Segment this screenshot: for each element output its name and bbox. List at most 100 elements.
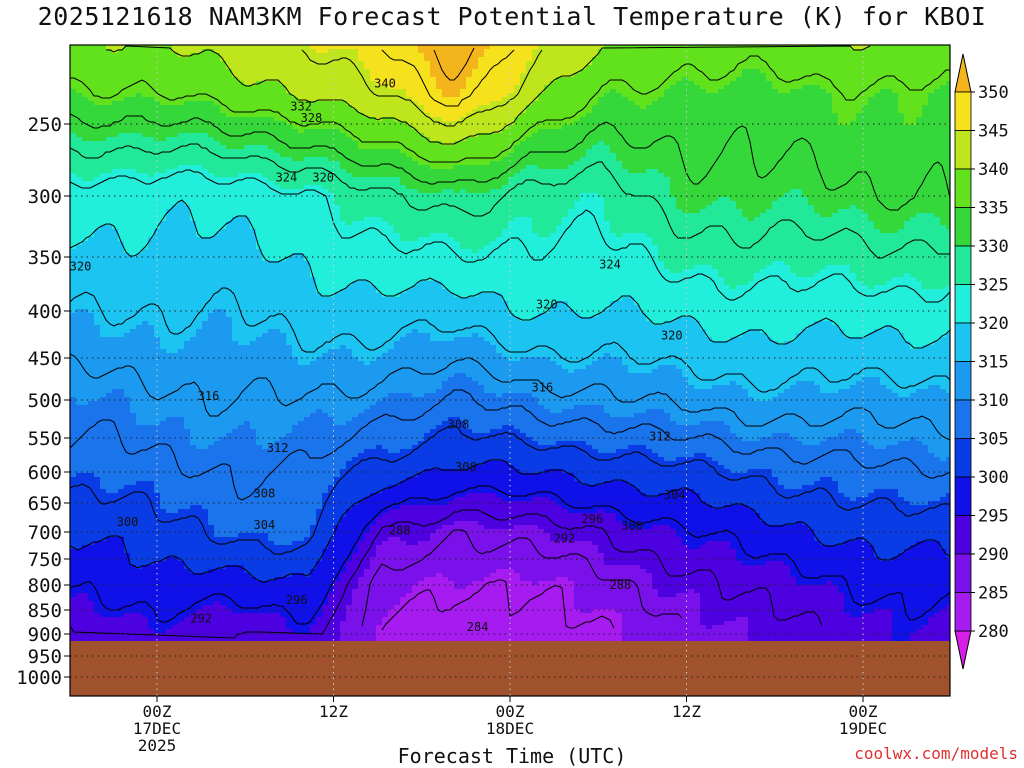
band-cell	[106, 329, 113, 334]
band-cell	[106, 201, 113, 206]
band-cell	[160, 257, 167, 262]
band-cell	[112, 565, 119, 570]
band-cell	[166, 265, 173, 270]
band-cell	[136, 637, 143, 642]
band-cell	[112, 317, 119, 322]
band-cell	[184, 445, 191, 450]
band-cell	[76, 73, 83, 78]
band-cell	[124, 49, 131, 54]
band-cell	[88, 221, 95, 226]
band-cell	[160, 61, 167, 66]
band-cell	[136, 621, 143, 626]
band-cell	[100, 565, 107, 570]
band-cell	[172, 65, 179, 70]
band-cell	[112, 277, 119, 282]
band-cell	[172, 637, 179, 642]
band-cell	[184, 45, 191, 50]
band-cell	[118, 401, 125, 406]
band-cell	[106, 405, 113, 410]
band-cell	[148, 465, 155, 470]
band-cell	[178, 45, 185, 50]
band-cell	[124, 257, 131, 262]
band-cell	[184, 629, 191, 634]
band-cell	[130, 445, 137, 450]
band-cell	[154, 101, 161, 106]
band-cell	[70, 541, 77, 546]
band-cell	[184, 593, 191, 598]
band-cell	[82, 141, 89, 146]
band-cell	[88, 217, 95, 222]
band-cell	[94, 489, 101, 494]
band-cell	[118, 273, 125, 278]
band-cell	[76, 421, 83, 426]
band-cell	[136, 245, 143, 250]
band-cell	[124, 129, 131, 134]
band-cell	[112, 481, 119, 486]
band-cell	[172, 597, 179, 602]
band-cell	[172, 445, 179, 450]
band-cell	[184, 101, 191, 106]
band-cell	[100, 133, 107, 138]
band-cell	[106, 185, 113, 190]
band-cell	[106, 281, 113, 286]
band-cell	[94, 129, 101, 134]
band-cell	[88, 437, 95, 442]
band-cell	[178, 293, 185, 298]
band-cell	[160, 65, 167, 70]
band-cell	[112, 297, 119, 302]
band-cell	[178, 533, 185, 538]
band-cell	[76, 373, 83, 378]
band-cell	[70, 325, 77, 330]
band-cell	[166, 405, 173, 410]
band-cell	[172, 505, 179, 510]
band-cell	[142, 285, 149, 290]
band-cell	[100, 425, 107, 430]
band-cell	[76, 381, 83, 386]
band-cell	[172, 73, 179, 78]
band-cell	[106, 377, 113, 382]
band-cell	[142, 105, 149, 110]
band-cell	[106, 337, 113, 342]
band-cell	[100, 421, 107, 426]
band-cell	[148, 637, 155, 642]
band-cell	[142, 549, 149, 554]
band-cell	[172, 245, 179, 250]
band-cell	[178, 353, 185, 358]
band-cell	[118, 101, 125, 106]
band-cell	[88, 213, 95, 218]
band-cell	[112, 389, 119, 394]
band-cell	[118, 561, 125, 566]
band-cell	[160, 593, 167, 598]
band-cell	[142, 281, 149, 286]
band-cell	[106, 565, 113, 570]
band-cell	[190, 137, 197, 142]
band-cell	[94, 117, 101, 122]
band-cell	[178, 545, 185, 550]
band-cell	[82, 137, 89, 142]
band-cell	[136, 477, 143, 482]
band-cell	[112, 125, 119, 130]
band-cell	[106, 401, 113, 406]
band-cell	[184, 265, 191, 270]
band-cell	[118, 349, 125, 354]
band-cell	[160, 353, 167, 358]
band-cell	[124, 289, 131, 294]
band-cell	[160, 585, 167, 590]
band-cell	[118, 385, 125, 390]
band-cell	[148, 269, 155, 274]
band-cell	[166, 485, 173, 490]
band-cell	[142, 273, 149, 278]
band-cell	[130, 229, 137, 234]
band-cell	[166, 129, 173, 134]
band-cell	[160, 361, 167, 366]
band-cell	[94, 137, 101, 142]
band-cell	[130, 457, 137, 462]
band-cell	[184, 177, 191, 182]
band-cell	[94, 221, 101, 226]
band-cell	[94, 401, 101, 406]
band-cell	[136, 589, 143, 594]
band-cell	[130, 393, 137, 398]
band-cell	[136, 597, 143, 602]
band-cell	[166, 113, 173, 118]
band-cell	[88, 101, 95, 106]
